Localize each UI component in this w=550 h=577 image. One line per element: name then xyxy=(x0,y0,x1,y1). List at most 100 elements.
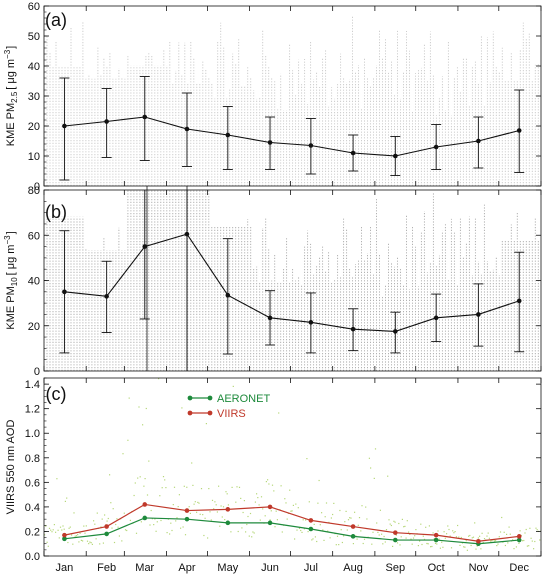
month-labels: Jan Feb Mar Apr May Jun Jul Aug Sep Oct Nov Dec xyxy=(56,562,530,574)
ytick-label-a-2: 20 xyxy=(28,121,40,133)
mean-point-b-May xyxy=(225,292,231,298)
month-label-mar: Mar xyxy=(135,562,154,574)
mean-point-a-Jul xyxy=(308,143,314,148)
series-point-aeronet-Oct xyxy=(433,537,439,543)
legend: AERONET VIIRS xyxy=(187,391,278,420)
month-label-jul: Jul xyxy=(304,562,318,574)
month-label-nov: Nov xyxy=(469,562,489,574)
series-point-viirs-Nov xyxy=(476,538,481,544)
series-point-viirs-Jul xyxy=(308,518,314,523)
series-point-aeronet-Feb xyxy=(104,531,109,537)
month-label-may: May xyxy=(217,562,238,574)
month-label-sep: Sep xyxy=(386,562,406,574)
ytick-label-c-2: 0.4 xyxy=(25,502,40,514)
mean-point-a-Jan xyxy=(62,123,67,129)
ytick-label-b-3: 60 xyxy=(28,230,40,242)
mean-point-a-Jun xyxy=(267,140,273,145)
series-point-viirs-Aug xyxy=(350,524,356,529)
ytick-label-a-5: 50 xyxy=(28,31,40,43)
ytick-label-a-6: 60 xyxy=(28,1,40,13)
month-label-dec: Dec xyxy=(509,562,529,574)
ytick-label-a-4: 40 xyxy=(28,61,40,73)
mean-point-a-May xyxy=(225,132,231,138)
series-point-viirs-Dec xyxy=(516,534,522,539)
ytick-label-a-0: 0 xyxy=(34,181,40,193)
series-point-aeronet-Jun xyxy=(267,520,273,526)
series-point-aeronet-Apr xyxy=(184,516,190,522)
ytick-label-b-2: 40 xyxy=(28,276,40,288)
ylabel-c: VIIRS 550 nm AOD xyxy=(5,420,17,515)
mean-point-a-Mar xyxy=(142,114,148,120)
mean-point-b-Sep xyxy=(393,329,398,334)
series-point-viirs-Mar xyxy=(142,502,148,507)
series-line-aeronet xyxy=(64,517,520,545)
panel-label-c: (c) xyxy=(46,384,67,404)
series-point-viirs-Apr xyxy=(184,508,190,513)
ytick-label-c-3: 0.6 xyxy=(25,477,40,489)
panel-label-b: (b) xyxy=(45,202,67,222)
month-label-apr: Apr xyxy=(178,562,195,574)
ytick-label-b-0: 0 xyxy=(34,366,40,378)
series-point-aeronet-Jul xyxy=(308,526,314,532)
ytick-label-b-4: 80 xyxy=(28,185,40,197)
legend-label-viirs: VIIRS xyxy=(217,408,246,420)
mean-line-a xyxy=(64,116,520,157)
plot-frame-c xyxy=(43,377,542,557)
panel-b: 0 20 40 60 80 (b) KME PM10[ μg m−3] xyxy=(3,185,542,378)
series-line-viirs xyxy=(64,503,520,542)
month-label-jun: Jun xyxy=(261,562,279,574)
ytick-label-c-7: 1.4 xyxy=(25,379,40,391)
ytick-label-b-1: 20 xyxy=(28,321,40,333)
mean-point-a-Feb xyxy=(104,119,109,124)
mean-point-a-Aug xyxy=(350,150,356,156)
ytick-label-c-5: 1.0 xyxy=(25,428,40,440)
panel-c: 0.0 0.2 0.4 0.6 0.8 1.0 1.2 1.4 (c) VIIRS 550 nm … xyxy=(5,377,542,563)
ytick-label-c-1: 0.2 xyxy=(25,526,40,538)
series-point-viirs-May xyxy=(225,507,231,512)
series-point-viirs-Sep xyxy=(393,530,398,535)
panel-a: 0 10 20 30 40 50 60 (a) KME PM2.5[ μg m−3] xyxy=(3,1,542,193)
mean-point-b-Jan xyxy=(62,289,67,295)
mean-point-b-Jun xyxy=(267,315,273,321)
mean-line-b xyxy=(64,233,520,332)
mean-point-a-Sep xyxy=(393,153,398,159)
mean-point-b-Nov xyxy=(476,312,481,317)
background-scatter-b xyxy=(44,190,539,371)
month-label-jan: Jan xyxy=(56,562,74,574)
mean-point-a-Apr xyxy=(184,126,190,132)
month-label-feb: Feb xyxy=(97,562,116,574)
month-label-oct: Oct xyxy=(428,562,445,574)
series-point-aeronet-Dec xyxy=(516,537,522,543)
series-point-viirs-Jan xyxy=(62,532,67,538)
series-point-aeronet-May xyxy=(225,520,231,526)
series-point-aeronet-Aug xyxy=(350,534,356,539)
month-label-aug: Aug xyxy=(343,562,363,574)
mean-point-a-Dec xyxy=(516,128,522,133)
mean-point-b-Aug xyxy=(350,326,356,332)
ytick-label-c-4: 0.8 xyxy=(25,453,40,465)
mean-point-a-Nov xyxy=(476,138,481,144)
ytick-label-c-0: 0.0 xyxy=(25,551,40,563)
ytick-label-a-3: 30 xyxy=(28,91,40,103)
ylabel-b: KME PM10[ μg m−3] xyxy=(3,231,19,329)
background-scatter-c xyxy=(44,378,541,551)
legend-label-aeronet: AERONET xyxy=(217,393,270,405)
mean-point-b-Mar xyxy=(142,244,148,249)
mean-point-a-Oct xyxy=(433,144,439,150)
mean-point-b-Oct xyxy=(433,315,439,321)
ylabel-a: KME PM2.5[ μg m−3] xyxy=(3,46,19,147)
ytick-label-a-1: 10 xyxy=(28,151,40,163)
series-point-viirs-Jun xyxy=(267,504,273,510)
panel-label-a: (a) xyxy=(45,10,67,30)
series-point-aeronet-Mar xyxy=(142,515,148,521)
series-point-aeronet-Jan xyxy=(62,536,67,542)
ytick-label-c-6: 1.2 xyxy=(25,404,40,416)
series-point-viirs-Oct xyxy=(433,532,439,538)
background-scatter-a xyxy=(44,16,539,186)
series-point-aeronet-Sep xyxy=(393,537,398,543)
series-point-viirs-Feb xyxy=(104,524,109,529)
mean-point-b-Feb xyxy=(104,294,109,299)
mean-point-b-Dec xyxy=(516,298,522,304)
mean-point-b-Jul xyxy=(308,320,314,325)
